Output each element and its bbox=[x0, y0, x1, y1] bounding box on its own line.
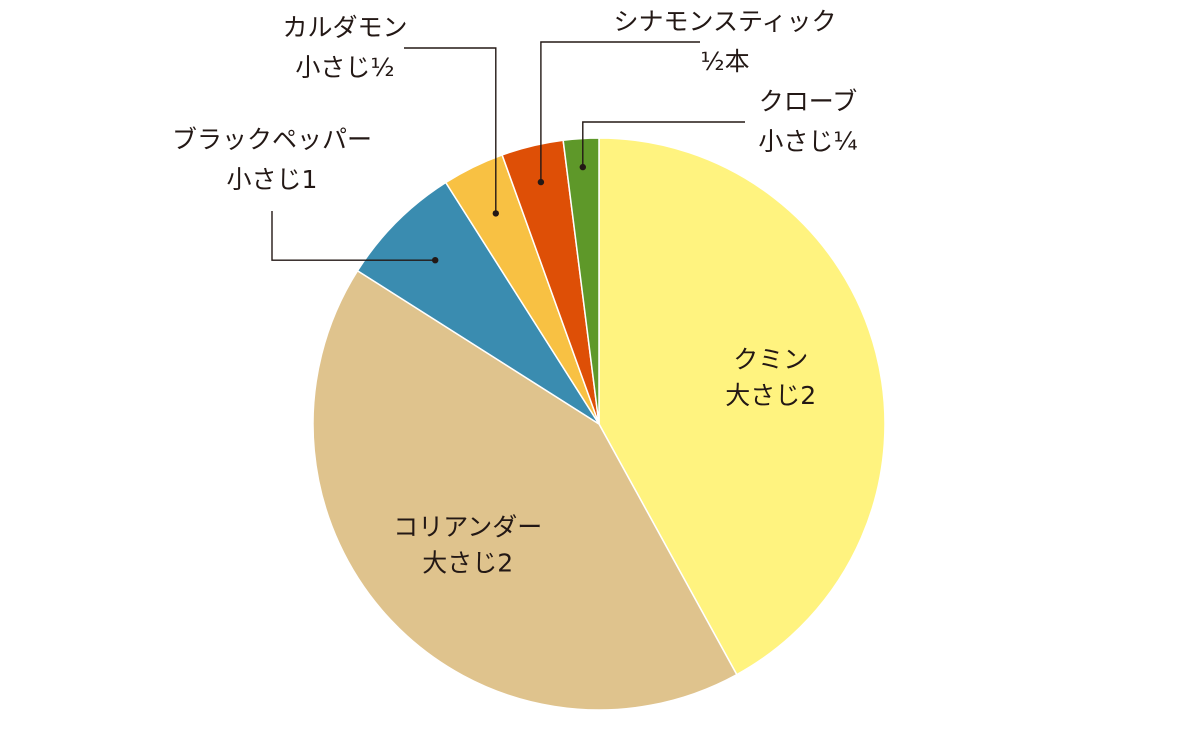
leader-line-3 bbox=[271, 211, 436, 261]
leader-dot-5 bbox=[537, 178, 545, 186]
leader-dot-6 bbox=[579, 163, 586, 171]
slice-label-name-2: コリアンダー bbox=[393, 512, 542, 541]
slice-label-amount-6: 小さじ¼ bbox=[758, 127, 857, 156]
pie-slice-2 bbox=[312, 269, 738, 711]
leader-line-4 bbox=[404, 47, 497, 214]
slice-label-amount-4: 小さじ½ bbox=[295, 53, 394, 82]
slice-label-amount-3: 小さじ1 bbox=[227, 165, 318, 194]
pie-slice-3 bbox=[356, 181, 600, 425]
pie-slice-6 bbox=[562, 137, 600, 425]
slice-label-name-1: クミン bbox=[733, 345, 808, 374]
slice-label-name-4: カルダモン bbox=[282, 13, 407, 42]
pie-slice-1 bbox=[598, 137, 886, 676]
slice-label-name-6: クローブ bbox=[759, 87, 858, 116]
slice-label-name-5: シナモンスティック bbox=[613, 7, 836, 36]
slice-labels: クミン大さじ2コリアンダー大さじ2ブラックペッパー小さじ1カルダモン小さじ½シナ… bbox=[172, 7, 858, 577]
leader-line-5 bbox=[540, 41, 700, 183]
pie-slices bbox=[312, 137, 886, 711]
leader-dot-3 bbox=[432, 257, 439, 264]
leader-dot-4 bbox=[492, 210, 499, 217]
leader-lines bbox=[271, 41, 745, 264]
slice-label-amount-5: ½本 bbox=[700, 47, 749, 76]
slice-label-amount-1: 大さじ2 bbox=[725, 381, 816, 410]
leader-line-6 bbox=[582, 121, 745, 168]
slice-label-name-3: ブラックペッパー bbox=[172, 125, 372, 154]
slice-label-amount-2: 大さじ2 bbox=[422, 548, 513, 577]
